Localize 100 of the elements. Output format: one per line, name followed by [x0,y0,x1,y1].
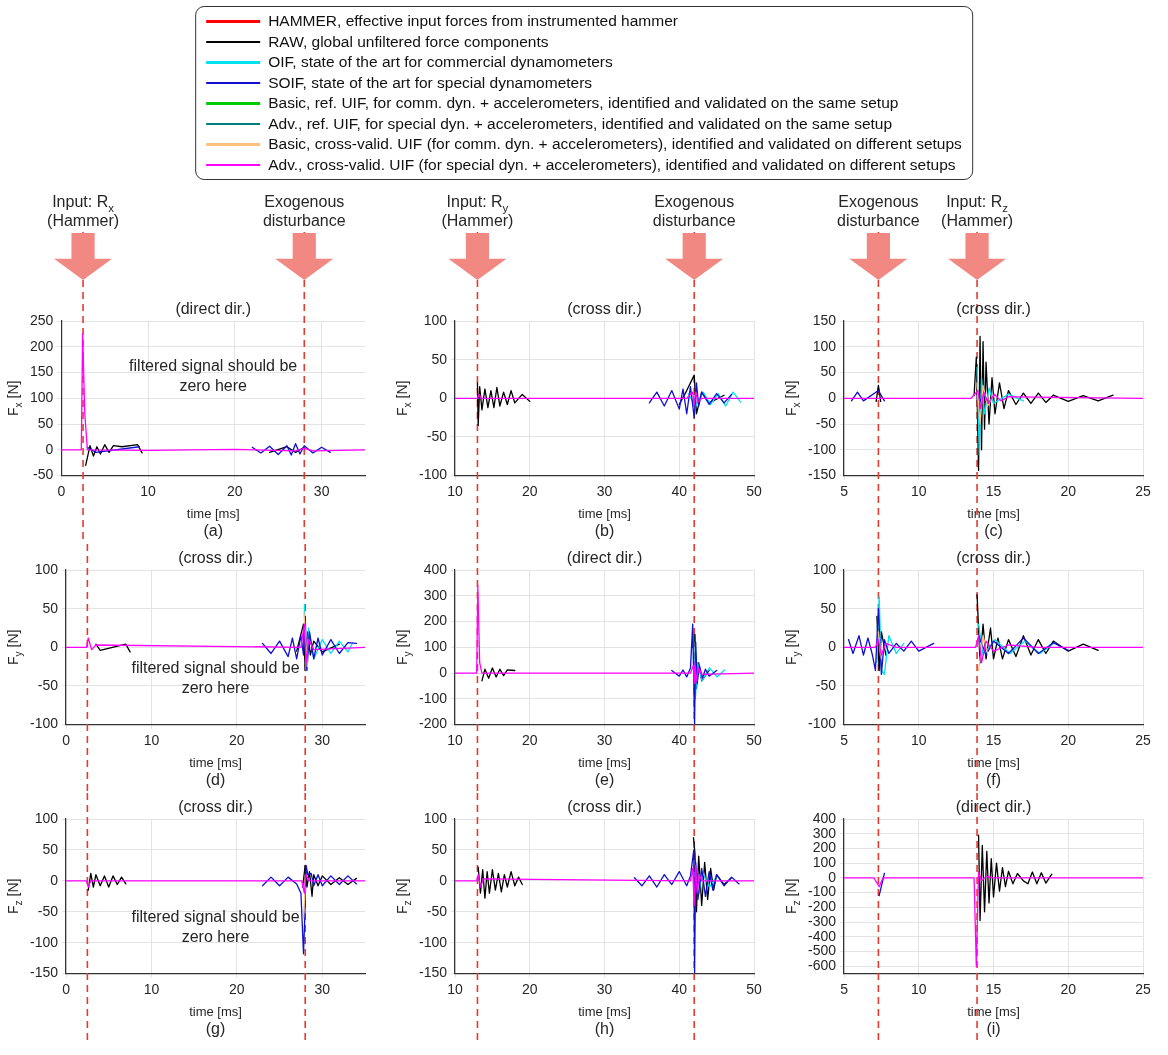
x-tick-label: 40 [671,482,688,499]
x-tick-label: 30 [596,980,613,997]
chart-title: (cross dir.) [956,549,1031,567]
legend-label: RAW, global unfiltered force components [268,32,549,51]
chart-title: (direct dir.) [955,798,1032,816]
y-tick-label: -150 [29,964,59,981]
x-tick-label: 30 [313,482,330,499]
chart-title: (direct dir.) [175,300,251,318]
text: (f) [985,771,1002,789]
x-tick-label: 30 [596,731,613,748]
y-tick-label: -100 [418,933,448,950]
y-tick-label: -300 [807,912,837,929]
y-tick-label: -200 [807,898,837,915]
y-tick-label: 200 [812,839,837,856]
y-tick-label: 0 [828,868,837,885]
x-tick-label: 30 [596,482,613,499]
y-tick-label: 400 [812,809,837,826]
y-tick-label: -100 [29,933,59,950]
x-tick-label: 15 [985,482,1002,499]
x-tick-label: 10 [447,482,464,499]
y-tick-label: 50 [431,840,448,857]
y-tick-label: -100 [418,466,448,483]
y-tick-label: 200 [423,612,448,629]
text: (d) [205,771,226,789]
y-tick-label: -50 [37,902,59,919]
y-tick-label: 50 [42,840,59,857]
y-tick-label: 0 [50,638,59,655]
text: (e) [594,771,615,789]
text: (c) [984,522,1003,540]
x-tick-label: 5 [840,980,849,997]
legend-label: OIF, state of the art for commercial dynamometers [268,53,613,72]
y-tick-label: 100 [423,809,448,826]
y-tick-label: 50 [42,599,59,616]
annotation: filtered signal should be zero here [131,907,300,945]
y-tick-label: 150 [30,363,54,380]
x-tick-label: 25 [1135,980,1151,997]
y-tick-label: -50 [815,414,837,431]
legend-label: Basic, cross-valid. UIF (for comm. dyn. + accelerometers), identified and validated on different setups [268,135,962,154]
x-axis-title: time [ms] [189,1003,242,1019]
x-tick-label: 10 [447,980,464,997]
x-tick-label: 10 [143,980,160,997]
x-tick-label: 15 [985,731,1002,748]
x-tick-label: 20 [1060,482,1077,499]
y-tick-label: -50 [426,427,448,444]
x-tick-label: 5 [840,482,849,499]
x-tick-label: 10 [910,731,927,748]
y-tick-label: -100 [807,715,837,732]
x-tick-label: 10 [910,980,927,997]
annotation: filtered signal should be zero here [129,357,298,395]
x-axis-title: time [ms] [967,1003,1020,1019]
x-tick-label: 25 [1135,731,1151,748]
x-tick-label: 50 [746,980,762,997]
x-tick-label: 30 [314,731,331,748]
y-tick-label: -100 [418,689,448,706]
y-tick-label: 100 [812,560,837,577]
y-tick-label: -50 [815,676,837,693]
y-tick-label: 150 [812,311,837,328]
y-tick-label: 250 [30,311,54,328]
y-axis-title: Fz [N] [4,878,24,914]
y-tick-label: -150 [418,964,448,981]
x-tick-label: 20 [1060,980,1077,997]
text: (b) [594,522,615,540]
y-tick-label: 100 [423,638,448,655]
legend-label: Adv., ref. UIF, for special dyn. + accelerometers, identified and validated on the same setup [268,114,893,133]
y-axis-title: Fy [N] [782,629,802,665]
y-tick-label: 0 [439,871,448,888]
x-tick-label: 10 [447,731,464,748]
y-tick-label: -500 [807,942,837,959]
x-tick-label: 30 [314,980,331,997]
y-tick-label: 0 [439,663,448,680]
chart-title: (cross dir.) [178,549,253,567]
y-tick-label: 0 [828,389,837,406]
y-tick-label: 50 [820,599,837,616]
y-axis-title: Fx [N] [4,380,24,416]
x-tick-label: 15 [985,980,1002,997]
y-tick-label: 100 [423,311,448,328]
ref-line-label: Exogenous disturbance [652,193,736,230]
y-tick-label: 50 [431,350,448,367]
x-axis-title: time [ms] [967,505,1020,521]
y-tick-label: 100 [812,337,837,354]
y-axis-title: Fy [N] [393,629,413,665]
legend-label: HAMMER, effective input forces from instrumented hammer [268,12,678,31]
y-axis-title: Fx [N] [782,380,802,416]
y-tick-label: 50 [820,363,837,380]
x-tick-label: 20 [1060,731,1077,748]
chart-title: (cross dir.) [178,798,253,816]
y-tick-label: 0 [828,638,837,655]
y-tick-label: -100 [807,883,837,900]
y-tick-label: -600 [807,957,837,974]
x-axis-title: time [ms] [578,505,631,521]
x-tick-label: 20 [521,980,538,997]
ref-line-label: Exogenous disturbance [262,193,346,230]
y-tick-label: 0 [439,389,448,406]
x-tick-label: 50 [746,482,762,499]
x-tick-label: 0 [62,731,71,748]
y-tick-label: -50 [426,902,448,919]
text: (g) [205,1020,226,1038]
x-tick-label: 0 [62,980,71,997]
x-axis-title: time [ms] [186,505,240,521]
annotation: filtered signal should be zero here [131,658,300,696]
